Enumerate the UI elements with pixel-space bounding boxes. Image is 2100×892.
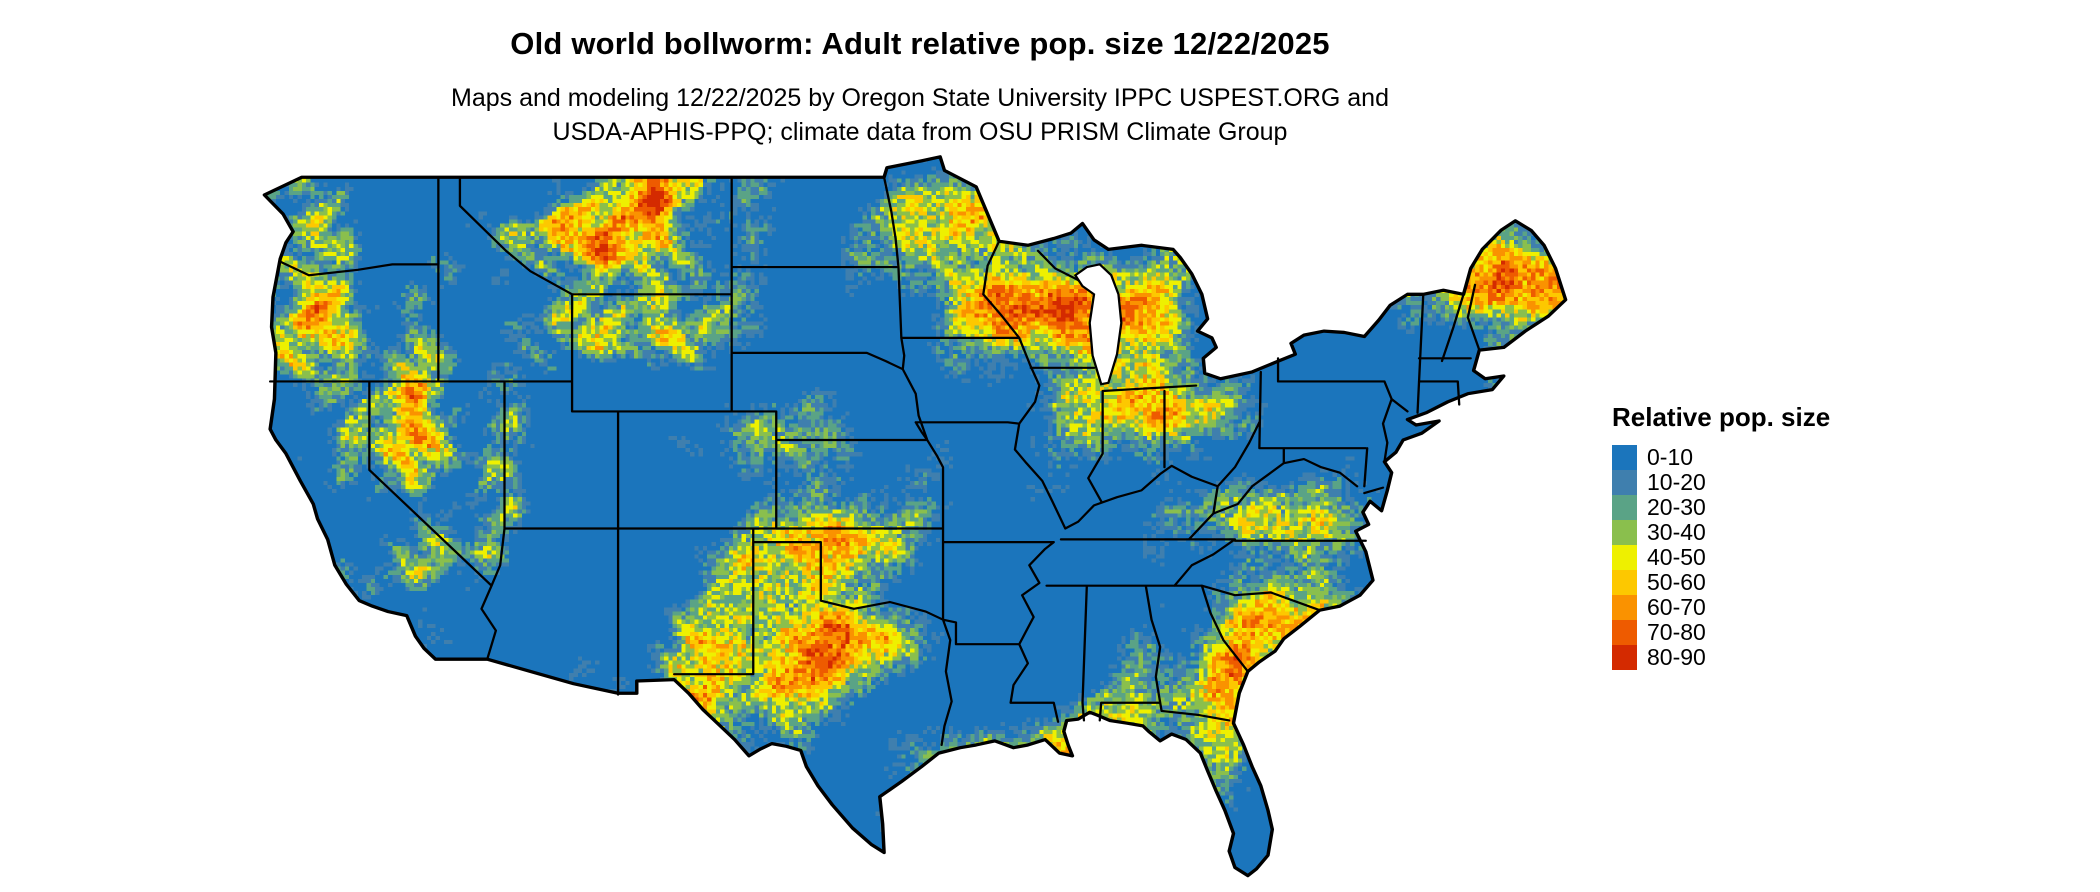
- legend-label: 80-90: [1647, 644, 1706, 670]
- legend-swatch: [1612, 620, 1637, 645]
- legend-label: 10-20: [1647, 469, 1706, 495]
- legend-item: 60-70: [1612, 595, 1830, 620]
- legend-label: 20-30: [1647, 494, 1706, 520]
- map-subtitle-line1: Maps and modeling 12/22/2025 by Oregon S…: [451, 84, 1389, 112]
- legend-label: 60-70: [1647, 594, 1706, 620]
- legend-item: 10-20: [1612, 470, 1830, 495]
- legend-item: 80-90: [1612, 645, 1830, 670]
- legend-label: 50-60: [1647, 569, 1706, 595]
- legend-item: 50-60: [1612, 570, 1830, 595]
- legend-swatch: [1612, 545, 1637, 570]
- legend-swatch: [1612, 445, 1637, 470]
- legend-label: 40-50: [1647, 544, 1706, 570]
- legend-label: 0-10: [1647, 444, 1694, 470]
- state-borders: [268, 176, 1481, 747]
- legend-item: 0-10: [1612, 445, 1830, 470]
- us-outline: [262, 155, 1568, 878]
- legend-label: 70-80: [1647, 619, 1706, 645]
- legend-item: 20-30: [1612, 495, 1830, 520]
- legend-swatch: [1612, 645, 1637, 670]
- legend-item: 40-50: [1612, 545, 1830, 570]
- legend-swatch: [1612, 495, 1637, 520]
- legend-item: 70-80: [1612, 620, 1830, 645]
- legend-swatch: [1612, 470, 1637, 495]
- lake-michigan: [1073, 263, 1123, 386]
- legend-swatch: [1612, 570, 1637, 595]
- page-title: Old world bollworm: Adult relative pop. …: [510, 26, 1330, 61]
- population-raster: [264, 156, 1566, 876]
- legend: Relative pop. size 0-10 10-20 20-30 30-40 40…: [1612, 402, 1830, 670]
- legend-swatch: [1612, 595, 1637, 620]
- us-map: [262, 155, 1568, 878]
- legend-items: 0-10 10-20 20-30 30-40 40-50 50-60 60-70 70-80 8…: [1612, 445, 1830, 670]
- legend-title: Relative pop. size: [1612, 402, 1831, 432]
- map-subtitle-line2: USDA-APHIS-PPQ; climate data from OSU PR…: [552, 118, 1288, 146]
- legend-swatch: [1612, 520, 1637, 545]
- raster-layer: [264, 156, 1566, 876]
- legend-label: 30-40: [1647, 519, 1706, 545]
- legend-item: 30-40: [1612, 520, 1830, 545]
